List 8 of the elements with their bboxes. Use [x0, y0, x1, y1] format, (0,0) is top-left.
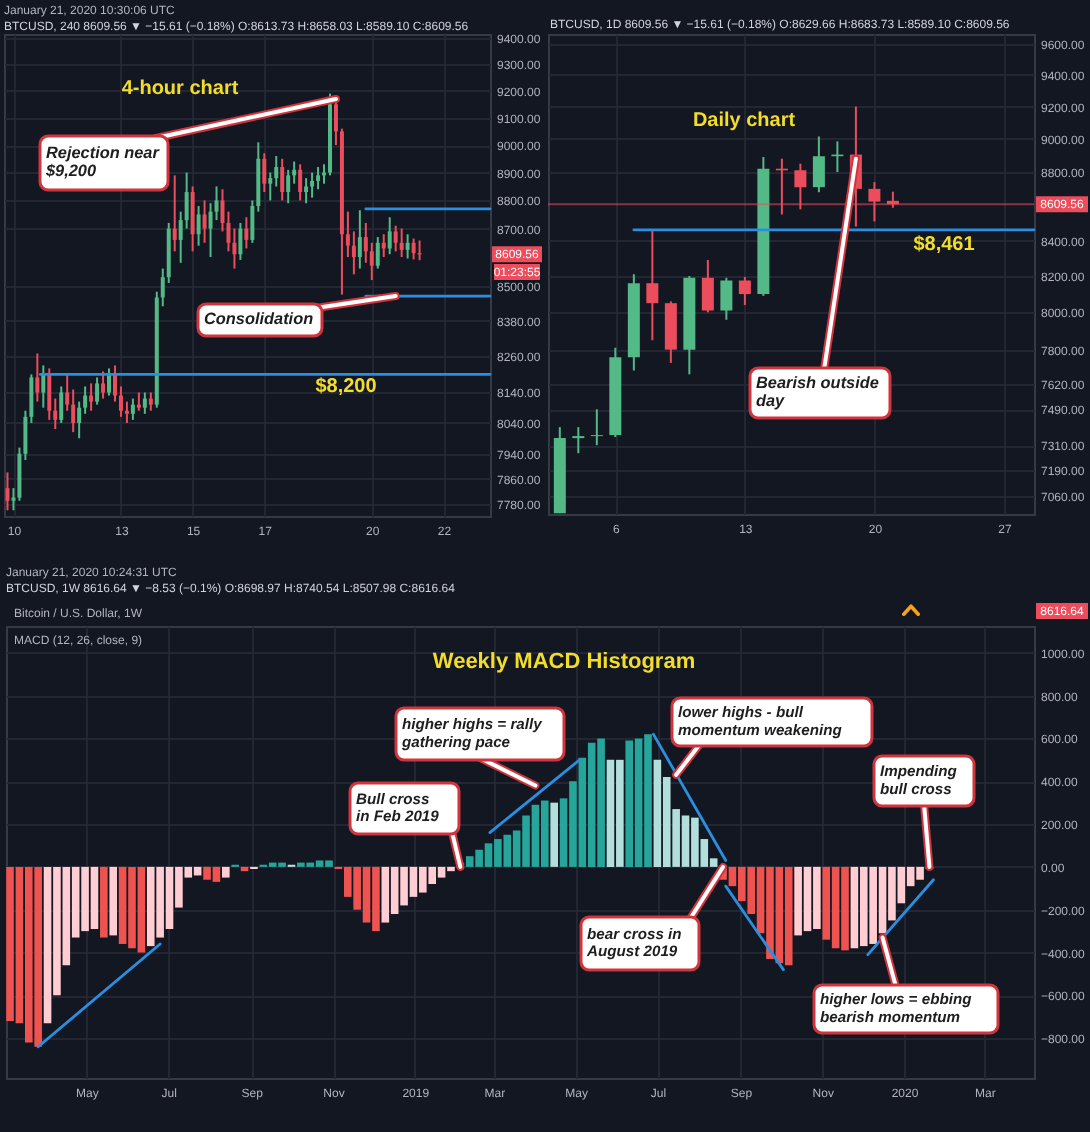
series-label: $8,461	[913, 234, 976, 256]
annotation: Bearish outside day	[756, 373, 880, 411]
text: Weekly MACD Histogram	[432, 650, 696, 674]
text: Daily chart	[692, 110, 797, 132]
series-label: $8,200	[315, 376, 378, 398]
annotation: Rejection near $9,200	[44, 143, 161, 181]
annotation: Consolidation	[204, 310, 314, 328]
text: 4-hour chart	[121, 78, 240, 100]
